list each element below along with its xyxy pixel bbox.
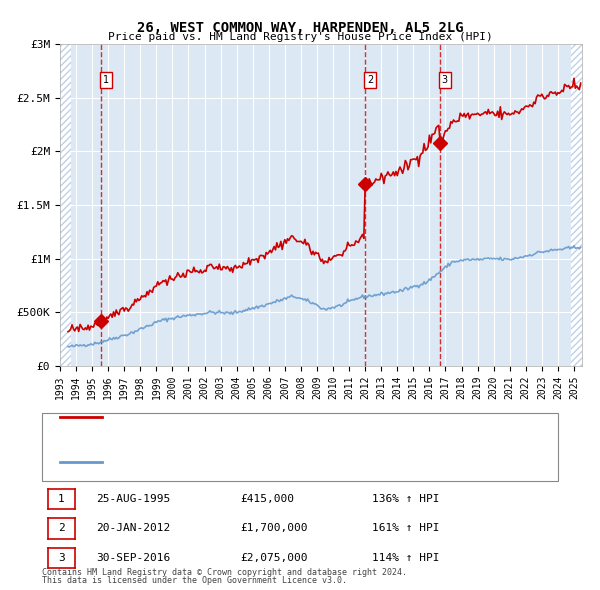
Text: HPI: Average price, detached house, St Albans: HPI: Average price, detached house, St A… bbox=[108, 457, 373, 467]
Text: 26, WEST COMMON WAY, HARPENDEN, AL5 2LG (detached house): 26, WEST COMMON WAY, HARPENDEN, AL5 2LG … bbox=[108, 412, 437, 422]
Text: 3: 3 bbox=[58, 553, 65, 563]
Bar bbox=[60, 44, 71, 366]
Text: This data is licensed under the Open Government Licence v3.0.: This data is licensed under the Open Gov… bbox=[42, 576, 347, 585]
Text: 20-JAN-2012: 20-JAN-2012 bbox=[96, 523, 170, 533]
Text: £1,700,000: £1,700,000 bbox=[240, 523, 308, 533]
Text: 25-AUG-1995: 25-AUG-1995 bbox=[96, 494, 170, 503]
Text: 136% ↑ HPI: 136% ↑ HPI bbox=[372, 494, 439, 503]
Text: 2: 2 bbox=[367, 75, 373, 85]
Text: Price paid vs. HM Land Registry's House Price Index (HPI): Price paid vs. HM Land Registry's House … bbox=[107, 32, 493, 42]
Text: 26, WEST COMMON WAY, HARPENDEN, AL5 2LG: 26, WEST COMMON WAY, HARPENDEN, AL5 2LG bbox=[137, 21, 463, 35]
Text: 1: 1 bbox=[103, 75, 109, 85]
Text: 161% ↑ HPI: 161% ↑ HPI bbox=[372, 523, 439, 533]
Text: 114% ↑ HPI: 114% ↑ HPI bbox=[372, 553, 439, 562]
Text: £415,000: £415,000 bbox=[240, 494, 294, 503]
Text: 3: 3 bbox=[442, 75, 448, 85]
Text: £2,075,000: £2,075,000 bbox=[240, 553, 308, 562]
Text: 30-SEP-2016: 30-SEP-2016 bbox=[96, 553, 170, 562]
Text: 1: 1 bbox=[58, 494, 65, 504]
Text: 2: 2 bbox=[58, 523, 65, 533]
Text: Contains HM Land Registry data © Crown copyright and database right 2024.: Contains HM Land Registry data © Crown c… bbox=[42, 568, 407, 577]
Bar bbox=[571, 44, 582, 366]
